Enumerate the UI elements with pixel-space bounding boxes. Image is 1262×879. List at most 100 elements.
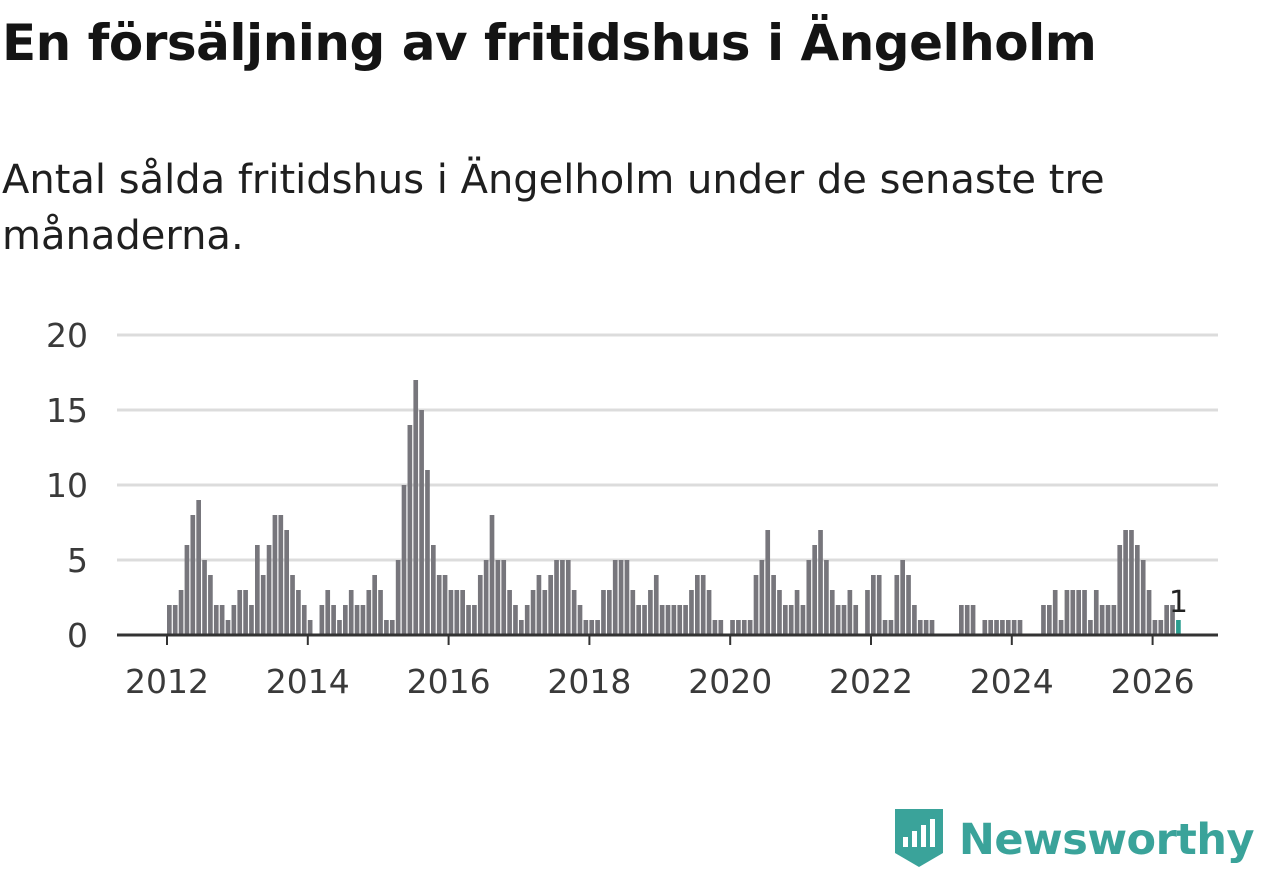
bar — [1041, 605, 1046, 635]
bar — [571, 590, 577, 635]
y-tick-label: 20 — [46, 316, 88, 355]
bar — [1082, 590, 1087, 635]
bar — [542, 590, 548, 635]
bar — [167, 605, 172, 635]
bar — [472, 605, 477, 635]
bar — [677, 605, 683, 635]
bar — [695, 575, 700, 635]
bar — [343, 605, 348, 635]
bar — [882, 620, 888, 635]
bar — [442, 575, 448, 635]
bar — [959, 605, 964, 635]
bar — [900, 560, 905, 635]
bar — [249, 605, 254, 635]
bar — [1129, 530, 1134, 635]
bar — [501, 560, 507, 635]
bar-latest — [1176, 620, 1181, 635]
bar — [507, 590, 512, 635]
y-axis-labels: 0 5 10 15 20 — [46, 316, 88, 655]
bar — [296, 590, 301, 635]
bar — [354, 605, 360, 635]
bar — [923, 620, 929, 635]
bar — [243, 590, 248, 635]
bar — [1011, 620, 1017, 635]
bar — [835, 605, 841, 635]
bar — [665, 605, 671, 635]
bar — [1158, 620, 1164, 635]
bar — [577, 605, 583, 635]
bar — [213, 605, 219, 635]
bars — [167, 380, 1181, 635]
bar — [1070, 590, 1076, 635]
bar — [794, 590, 800, 635]
bar-chart: 0 5 10 15 20 2012 2014 2016 2018 2020 2022 2024 202… — [46, 316, 1218, 701]
bar — [454, 590, 460, 635]
bar — [325, 590, 331, 635]
bar — [630, 590, 636, 635]
bar — [1111, 605, 1117, 635]
bar — [659, 605, 665, 635]
bar — [829, 590, 835, 635]
x-tick-label: 2016 — [407, 662, 491, 701]
x-tick-label: 2014 — [266, 662, 350, 701]
bar — [894, 575, 900, 635]
y-tick-label: 0 — [67, 616, 88, 655]
bar — [653, 575, 659, 635]
bar — [747, 620, 753, 635]
bar — [871, 575, 876, 635]
bar — [554, 560, 559, 635]
bar — [624, 560, 630, 635]
bar — [1000, 620, 1005, 635]
chart-title: En försäljning av fritidshus i Ängelholm — [2, 14, 1097, 72]
bar — [389, 620, 395, 635]
bar — [172, 605, 178, 635]
bar — [853, 605, 859, 635]
x-tick-label: 2018 — [547, 662, 631, 701]
bar — [519, 620, 524, 635]
bar — [431, 545, 436, 635]
bar — [208, 575, 213, 635]
bar — [964, 605, 970, 635]
bar — [337, 620, 342, 635]
bar — [448, 590, 454, 635]
bar — [771, 575, 776, 635]
bar — [477, 575, 483, 635]
x-tick-label: 2026 — [1111, 662, 1195, 701]
bar — [378, 590, 383, 635]
bar — [730, 620, 735, 635]
bar — [642, 605, 647, 635]
grid-lines — [117, 333, 1218, 562]
bar — [689, 590, 694, 635]
bar — [929, 620, 935, 635]
bar — [219, 605, 225, 635]
y-tick-label: 15 — [46, 391, 88, 430]
bar — [841, 605, 847, 635]
bar — [906, 575, 911, 635]
bar — [1058, 620, 1064, 635]
bar — [184, 545, 190, 635]
bar — [783, 605, 788, 635]
bar — [384, 620, 389, 635]
bar — [1146, 590, 1152, 635]
bar — [196, 500, 201, 635]
bar — [489, 515, 495, 635]
chart-subtitle: Antal sålda fritidshus i Ängelholm under… — [2, 157, 1105, 259]
bar — [466, 605, 471, 635]
bar — [671, 605, 677, 635]
bar — [765, 530, 771, 635]
bar — [607, 590, 612, 635]
bar — [548, 575, 553, 635]
bar — [718, 620, 724, 635]
bar — [1170, 605, 1175, 635]
brand-logo[interactable]: Newsworthy — [894, 809, 1255, 871]
bar — [595, 620, 600, 635]
x-tick-label: 2012 — [125, 662, 209, 701]
brand-name: Newsworthy — [958, 815, 1255, 865]
bar — [536, 575, 542, 635]
x-tick-label: 2022 — [829, 662, 913, 701]
bar — [272, 515, 278, 635]
bar — [777, 590, 782, 635]
bar — [524, 605, 530, 635]
bar — [970, 605, 976, 635]
bar — [589, 620, 595, 635]
